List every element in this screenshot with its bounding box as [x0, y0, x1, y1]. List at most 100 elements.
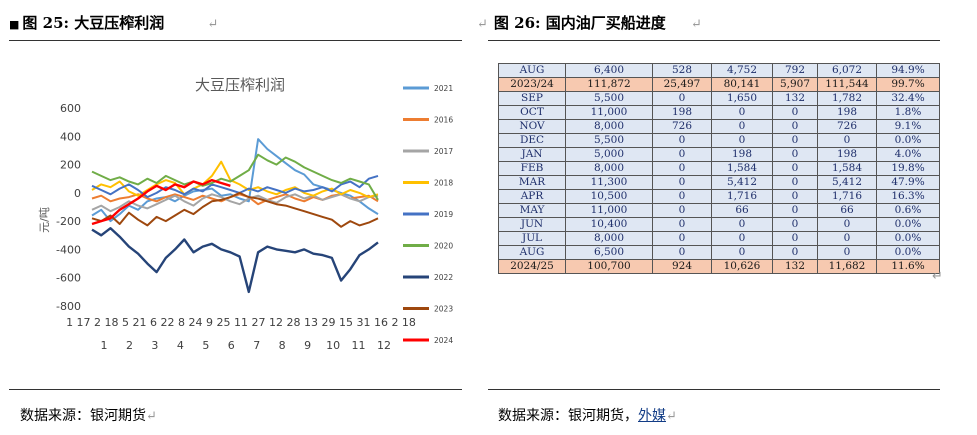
series-line-2017: [91, 193, 379, 213]
table-cell: 0: [652, 175, 712, 190]
source-link[interactable]: 外媒: [638, 408, 666, 424]
table-cell: 198: [817, 147, 877, 162]
table-cell: 5,412: [711, 175, 773, 190]
table-cell: 0: [772, 175, 818, 190]
legend-label: 2024: [434, 336, 453, 345]
table-cell: 0.6%: [876, 203, 940, 218]
table-cell: 132: [772, 91, 818, 106]
table-cell: 100,700: [565, 259, 653, 274]
legend-label: 2016: [434, 116, 453, 125]
table-cell: 11,000: [565, 105, 653, 120]
table-cell: 0: [817, 245, 877, 260]
table-row: NOV 8,000 726 0 0 726 9.1%: [498, 119, 940, 134]
table-cell: OCT: [498, 105, 566, 120]
table-cell: 198: [711, 147, 773, 162]
table-cell: 0: [772, 217, 818, 232]
x-tick-label: 4: [177, 339, 184, 352]
table-cell: 0: [772, 119, 818, 134]
table-cell: 66: [817, 203, 877, 218]
series-lines: [91, 138, 379, 294]
table-cell: 0: [711, 231, 773, 246]
x-tick-label: 11: [352, 339, 366, 352]
table-cell: 11,682: [817, 259, 877, 274]
table-cell: AUG: [498, 245, 566, 260]
x-tick-label: 6: [228, 339, 235, 352]
table-cell: 99.7%: [876, 77, 940, 92]
table-row: MAY 11,000 0 66 0 66 0.6%: [498, 203, 940, 218]
legend-label: 2017: [434, 147, 453, 156]
table-cell: 0: [772, 203, 818, 218]
table-cell: 0: [772, 245, 818, 260]
left-top-rule: [9, 40, 462, 41]
table-row: AUG 6,400 528 4,752 792 6,072 94.9%: [498, 63, 940, 78]
series-line-2022: [91, 226, 379, 294]
table-cell: 0: [652, 217, 712, 232]
right-bottom-rule: [488, 389, 940, 390]
y-tick-label: -800: [56, 300, 81, 313]
table-cell: 0: [652, 161, 712, 176]
legend-label: 2018: [434, 179, 453, 188]
table-cell: 0: [652, 147, 712, 162]
table-cell: 9.1%: [876, 119, 940, 134]
x-tick-label: 8: [279, 339, 286, 352]
return-mark-icon: ↵: [207, 17, 219, 32]
table-cell: 5,412: [817, 175, 877, 190]
table-cell: JAN: [498, 147, 566, 162]
legend-label: 2022: [434, 273, 453, 282]
x-tick-label: 5: [202, 339, 209, 352]
table-cell: 0: [772, 189, 818, 204]
x-tick-label: 3: [151, 339, 158, 352]
table-cell: MAY: [498, 203, 566, 218]
table-row: JAN 5,000 0 198 0 198 4.0%: [498, 147, 940, 162]
table-cell: 6,072: [817, 63, 877, 78]
table-cell: 0: [711, 119, 773, 134]
y-tick-label: 0: [74, 187, 81, 200]
y-axis-label: 元/吨: [38, 207, 51, 233]
right-figure-title: ↵ 图 26: 国内油厂买船进度 ↵: [477, 14, 702, 32]
table-cell: 0: [772, 161, 818, 176]
table-cell: 8,000: [565, 231, 653, 246]
table-row: SEP 5,500 0 1,650 132 1,782 32.4%: [498, 91, 940, 106]
table-cell: AUG: [498, 63, 566, 78]
left-figure-title: ■ 图 25: 大豆压榨利润 ↵: [9, 14, 219, 32]
y-tick-label: 200: [60, 159, 81, 172]
table-row: DEC 5,500 0 0 0 0 0.0%: [498, 133, 940, 148]
chart-title: 大豆压榨利润: [195, 76, 285, 94]
series-line-2019: [91, 174, 379, 199]
x-tick-label-row1: 1 17 2 18 5 21 6 22 8 24 9 25 11 27 12 2…: [66, 316, 416, 329]
table-cell: 111,872: [565, 77, 653, 92]
table-cell: 0: [652, 231, 712, 246]
table-cell: 528: [652, 63, 712, 78]
table-cell: 1,584: [817, 161, 877, 176]
table-cell: 2024/25: [498, 259, 566, 274]
table-cell: 0.0%: [876, 231, 940, 246]
x-tick-label: 2: [126, 339, 133, 352]
table-cell: 94.9%: [876, 63, 940, 78]
table-cell: 0: [772, 231, 818, 246]
table-cell: JUN: [498, 217, 566, 232]
table-row: FEB 8,000 0 1,584 0 1,584 19.8%: [498, 161, 940, 176]
table-cell: 0.0%: [876, 217, 940, 232]
table-cell: 198: [652, 105, 712, 120]
table-cell: 0: [772, 105, 818, 120]
table-cell: 0.0%: [876, 245, 940, 260]
x-tick-label: 7: [253, 339, 260, 352]
table-cell: DEC: [498, 133, 566, 148]
table-cell: 80,141: [711, 77, 773, 92]
table-cell: 5,000: [565, 147, 653, 162]
table-cell: 0.0%: [876, 133, 940, 148]
table-cell: 0: [711, 217, 773, 232]
table-row: 2024/25 100,700 924 10,626 132 11,682 11.6%: [498, 259, 940, 274]
table-row: OCT 11,000 198 0 0 198 1.8%: [498, 105, 940, 120]
table-cell: 0: [711, 105, 773, 120]
table-row: JUL 8,000 0 0 0 0 0.0%: [498, 231, 940, 246]
table-cell: 1,782: [817, 91, 877, 106]
table-cell: 1.8%: [876, 105, 940, 120]
table-cell: 726: [652, 119, 712, 134]
table-cell: SEP: [498, 91, 566, 106]
series-line-2020: [91, 153, 379, 201]
table-cell: APR: [498, 189, 566, 204]
table-row: APR 10,500 0 1,716 0 1,716 16.3%: [498, 189, 940, 204]
table-cell: 25,497: [652, 77, 712, 92]
right-source-note: 数据来源：银河期货，外媒↵: [498, 408, 677, 424]
